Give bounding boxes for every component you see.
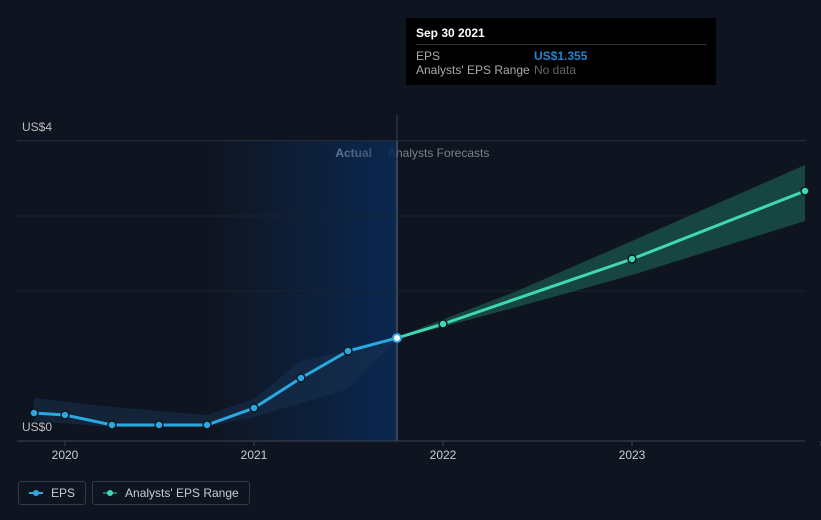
tooltip-row: Analysts' EPS RangeNo data <box>416 63 706 77</box>
x-axis-label: 2021 <box>241 448 268 462</box>
plot-area[interactable] <box>17 140 805 440</box>
tooltip-row-label: EPS <box>416 49 534 63</box>
tooltip-date: Sep 30 2021 <box>416 26 706 40</box>
tooltip-row-label: Analysts' EPS Range <box>416 63 534 77</box>
legend-item[interactable]: Analysts' EPS Range <box>92 481 250 505</box>
legend: EPS Analysts' EPS Range <box>18 481 250 505</box>
x-axis-label: 2023 <box>619 448 646 462</box>
legend-label: Analysts' EPS Range <box>125 486 239 500</box>
x-axis-label: 2022 <box>430 448 457 462</box>
tooltip-divider <box>416 44 706 45</box>
chart-svg <box>17 141 805 441</box>
x-axis-label: 2020 <box>52 448 79 462</box>
legend-swatch-icon <box>29 489 43 497</box>
chart-container: US$4 US$0 Actual Analysts Forecasts 2020… <box>0 0 821 520</box>
tooltip-row-value: US$1.355 <box>534 49 587 63</box>
tooltip-row-value: No data <box>534 63 576 77</box>
legend-swatch-icon <box>103 489 117 497</box>
legend-label: EPS <box>51 486 75 500</box>
legend-item[interactable]: EPS <box>18 481 86 505</box>
tooltip: Sep 30 2021 EPSUS$1.355Analysts' EPS Ran… <box>406 18 716 85</box>
tooltip-row: EPSUS$1.355 <box>416 49 706 63</box>
y-axis-label: US$4 <box>22 120 52 134</box>
